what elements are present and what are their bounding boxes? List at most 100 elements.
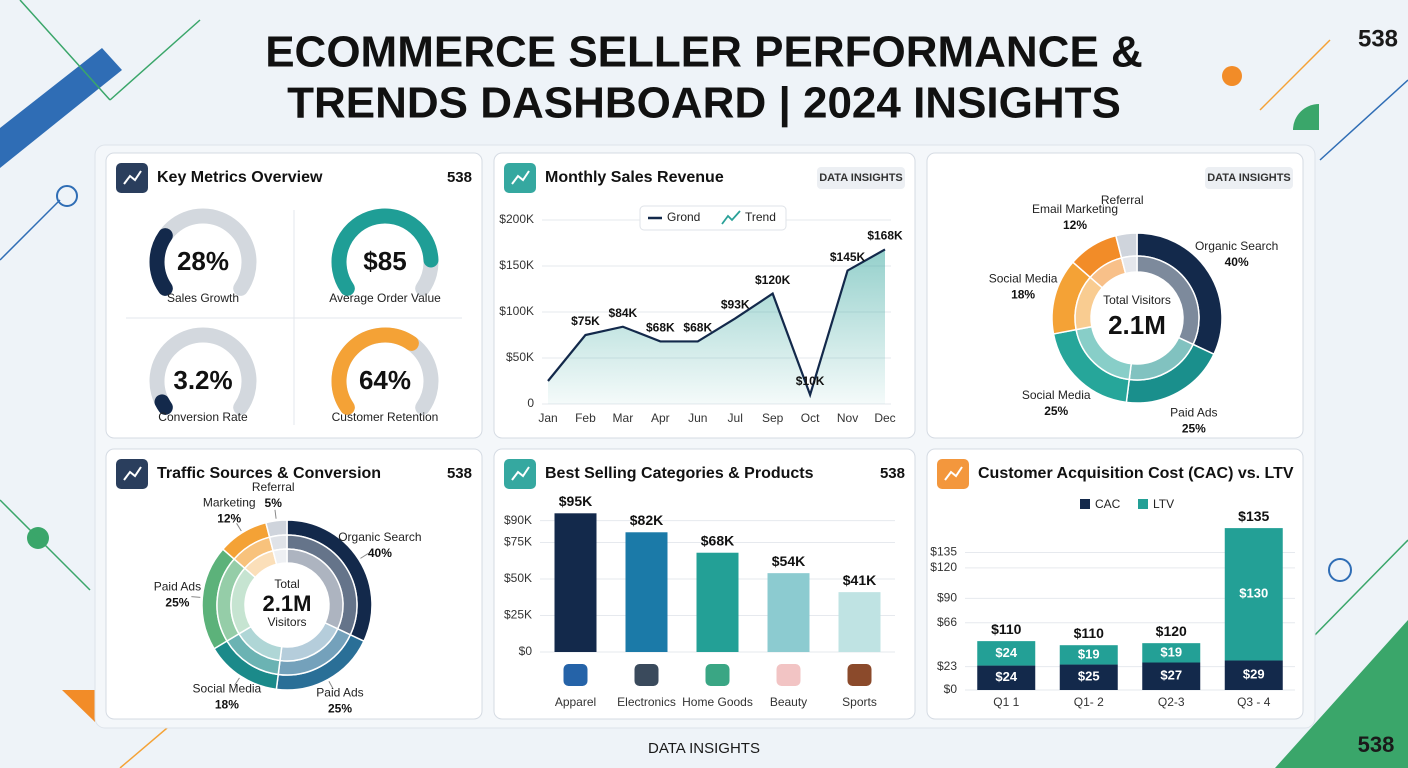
leader-line [360, 553, 369, 559]
decor-line [1309, 539, 1408, 641]
legend-label: Grond [667, 210, 700, 224]
panel-icon-glyph [511, 466, 530, 481]
category-icon [847, 664, 872, 686]
decor-line [1319, 79, 1408, 161]
decor-band [0, 48, 122, 168]
x-tick-label: Jun [688, 411, 707, 425]
y-tick-label: 0 [527, 396, 534, 410]
x-tick-label: Q3 - 4 [1237, 695, 1271, 709]
decor-line [109, 19, 201, 101]
panel [926, 152, 1304, 439]
segment-value: 25% [1182, 422, 1206, 436]
data-label: $75K [571, 314, 600, 328]
x-tick-label: Apparel [555, 695, 596, 709]
data-label: $168K [867, 229, 903, 243]
decor-quarter [1293, 104, 1319, 130]
bar [767, 573, 810, 652]
gauge-fill [154, 394, 173, 415]
data-label: $68K [683, 321, 712, 335]
panel-icon-glyph [123, 170, 142, 185]
y-tick-label: $75K [504, 535, 532, 549]
segment-label: Social Media [193, 681, 262, 695]
badge-pill [1205, 167, 1293, 189]
data-label: $68K [701, 532, 734, 548]
category-icon [776, 664, 801, 686]
gauge-label: Conversion Rate [158, 410, 248, 424]
panel-icon-glyph [511, 170, 530, 185]
leader-line [328, 680, 334, 690]
y-tick-label: $200K [499, 212, 534, 226]
panel-icon-glyph [944, 466, 963, 481]
segment-label: Paid Ads [1170, 406, 1217, 420]
bar-segment [1224, 660, 1283, 690]
panel-badge: 538 [447, 169, 472, 186]
segment-value: 25% [1044, 404, 1068, 418]
segment-label: Marketing [203, 496, 256, 510]
center-label: 2.1M [263, 591, 312, 616]
y-tick-label: $90K [504, 513, 532, 527]
center-label: 2.1M [1108, 310, 1166, 340]
x-tick-label: Sep [762, 411, 784, 425]
gauge-fill [331, 327, 419, 415]
legend-label: Trend [745, 210, 776, 224]
donut-segment [1120, 255, 1138, 275]
y-tick-label: $0 [519, 644, 533, 658]
y-tick-label: $100K [499, 304, 534, 318]
center-label: Visitors [267, 615, 306, 629]
panel-badge: 538 [447, 465, 472, 482]
y-tick-label: $150K [499, 258, 534, 272]
x-tick-label: Jul [728, 411, 743, 425]
y-tick-label: $50K [506, 350, 534, 364]
data-label: $95K [559, 493, 592, 509]
gauge-label: Customer Retention [332, 410, 439, 424]
bar-segment [1224, 528, 1283, 661]
category-icon [563, 664, 588, 686]
y-tick-label: $120 [930, 560, 957, 574]
data-label: $130 [1239, 586, 1268, 601]
donut-segment [272, 548, 288, 566]
data-label: $19 [1160, 644, 1182, 659]
footer-badge: 538 [1358, 732, 1395, 757]
y-tick-label: $0 [944, 682, 958, 696]
y-tick-label: $66 [937, 615, 957, 629]
bar [696, 552, 739, 652]
segment-value: 12% [1063, 218, 1087, 232]
x-tick-label: Sports [842, 695, 877, 709]
y-tick-label: $90 [937, 591, 957, 605]
decor-line [1259, 39, 1331, 111]
data-label: $120K [755, 273, 791, 287]
data-label: $24 [995, 645, 1017, 660]
footer: DATA INSIGHTS [648, 740, 760, 757]
corner-badge: 538 [1358, 25, 1398, 52]
bar [838, 592, 881, 652]
panel-title: Best Selling Categories & Products [545, 465, 814, 482]
decor-circle [1328, 558, 1352, 582]
total-label: $110 [1074, 625, 1105, 641]
data-label: $145K [830, 250, 866, 264]
data-label: $29 [1243, 667, 1265, 682]
panel-title: Traffic Sources & Conversion [157, 465, 381, 482]
x-tick-label: Nov [837, 411, 858, 425]
panel-badge: DATA INSIGHTS [1207, 172, 1291, 184]
x-tick-label: Jan [538, 411, 557, 425]
panel-title: Key Metrics Overview [157, 169, 323, 186]
x-tick-label: Q1 1 [993, 695, 1019, 709]
decor-triangle [62, 690, 95, 722]
category-icon [705, 664, 730, 686]
bar-segment [1142, 662, 1201, 690]
segment-label: Paid Ads [316, 686, 363, 700]
segment-value: 40% [368, 546, 392, 560]
x-tick-label: Feb [575, 411, 596, 425]
segment-label: Organic Search [1195, 239, 1278, 253]
bar [625, 532, 668, 652]
x-tick-label: Electronics [617, 695, 676, 709]
data-label: $25 [1078, 669, 1100, 684]
y-tick-label: $50K [504, 571, 532, 585]
decor-line [0, 199, 61, 261]
panel-icon-glyph [123, 466, 142, 481]
data-label: $54K [772, 553, 805, 569]
page-title: ECOMMERCE SELLER PERFORMANCE & [265, 28, 1143, 77]
bar-segment [1059, 645, 1118, 665]
segment-value: 18% [1011, 287, 1035, 301]
